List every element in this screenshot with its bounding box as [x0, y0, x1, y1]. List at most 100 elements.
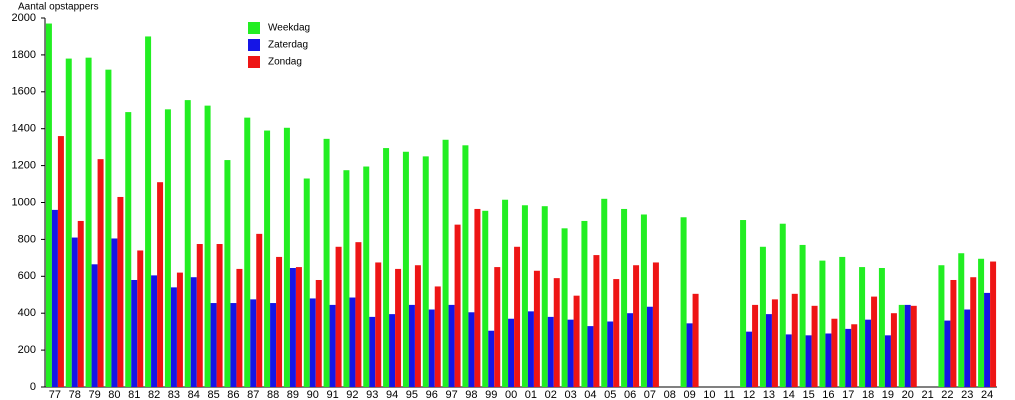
- bar: [646, 306, 653, 387]
- bar: [442, 139, 449, 387]
- x-tick-label: 22: [941, 389, 953, 400]
- bar: [819, 260, 826, 387]
- bar: [468, 312, 475, 387]
- bar: [289, 267, 296, 387]
- y-tick-label: 800: [18, 233, 36, 245]
- bar: [964, 309, 971, 387]
- bar: [990, 261, 997, 387]
- y-tick-label: 1800: [12, 49, 36, 61]
- legend-label: Zondag: [268, 57, 302, 68]
- x-tick-label: 15: [802, 389, 814, 400]
- legend-label: Zaterdag: [268, 40, 308, 51]
- bar: [224, 160, 231, 387]
- bar: [553, 278, 560, 387]
- bar: [474, 208, 481, 387]
- bar: [210, 303, 217, 387]
- bar: [521, 205, 528, 387]
- bar: [533, 270, 540, 387]
- bar: [335, 246, 342, 387]
- y-tick-label: 400: [18, 307, 36, 319]
- bar: [791, 293, 798, 387]
- bar: [422, 156, 429, 387]
- bar: [587, 326, 594, 387]
- bar: [884, 335, 891, 387]
- bar: [462, 145, 469, 387]
- bar: [164, 109, 171, 387]
- y-tick-label: 1000: [12, 196, 36, 208]
- x-tick-label: 87: [247, 389, 259, 400]
- bar: [950, 279, 957, 387]
- bar: [137, 250, 144, 387]
- x-tick-label: 21: [921, 389, 933, 400]
- bar: [204, 105, 211, 387]
- bar: [785, 334, 792, 387]
- bar: [256, 233, 263, 387]
- x-tick-label: 00: [505, 389, 517, 400]
- bar: [561, 228, 568, 387]
- x-tick-label: 02: [545, 389, 557, 400]
- bar: [369, 316, 376, 387]
- bar: [878, 267, 885, 387]
- x-tick-label: 99: [485, 389, 497, 400]
- legend-label: Weekdag: [268, 23, 310, 34]
- bar: [601, 198, 608, 387]
- bar: [607, 321, 614, 387]
- x-tick-label: 86: [227, 389, 239, 400]
- bar: [355, 242, 362, 387]
- bar: [434, 286, 441, 387]
- bar: [640, 214, 647, 387]
- bar: [482, 210, 489, 387]
- bar: [904, 304, 911, 387]
- bar: [692, 293, 699, 387]
- bar: [97, 159, 104, 387]
- bar: [805, 335, 812, 387]
- bar: [264, 130, 271, 388]
- x-tick-label: 05: [604, 389, 616, 400]
- bar: [454, 224, 461, 387]
- bar: [448, 304, 455, 387]
- legend-swatch: [248, 56, 260, 68]
- bar: [752, 304, 759, 387]
- bar: [190, 277, 197, 387]
- bar: [230, 303, 237, 387]
- bar: [567, 319, 574, 387]
- bar: [765, 314, 772, 387]
- bar: [85, 57, 92, 387]
- bar: [402, 151, 409, 387]
- bar: [65, 58, 72, 388]
- bar: [970, 277, 977, 387]
- bar: [408, 304, 415, 387]
- legend-swatch: [248, 22, 260, 34]
- y-tick-label: 0: [30, 381, 36, 393]
- x-tick-label: 84: [188, 389, 200, 400]
- x-tick-label: 03: [564, 389, 576, 400]
- bar: [845, 328, 852, 387]
- x-tick-label: 23: [961, 389, 973, 400]
- y-tick-label: 1400: [12, 123, 36, 135]
- bar: [633, 265, 640, 387]
- bar: [105, 69, 112, 387]
- bar: [270, 303, 277, 387]
- bar: [541, 206, 548, 387]
- bar: [859, 267, 866, 387]
- bar: [276, 256, 283, 387]
- bar: [170, 287, 177, 387]
- x-tick-label: 11: [724, 389, 735, 400]
- x-tick-label: 06: [624, 389, 636, 400]
- bar: [613, 279, 620, 387]
- bar: [494, 267, 501, 387]
- x-tick-label: 80: [108, 389, 120, 400]
- bar: [944, 320, 951, 387]
- x-tick-label: 81: [128, 389, 140, 400]
- bar: [910, 305, 917, 387]
- bar: [71, 237, 78, 387]
- y-tick-label: 1200: [12, 160, 36, 172]
- x-tick-label: 13: [763, 389, 775, 400]
- bar: [871, 296, 878, 387]
- bar: [57, 136, 64, 387]
- bar: [45, 23, 52, 387]
- bar: [315, 279, 322, 387]
- x-tick-label: 98: [465, 389, 477, 400]
